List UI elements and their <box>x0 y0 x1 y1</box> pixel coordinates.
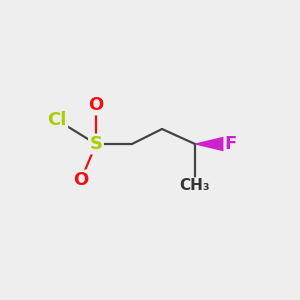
Text: O: O <box>74 171 88 189</box>
Text: S: S <box>89 135 103 153</box>
Text: F: F <box>225 135 237 153</box>
Polygon shape <box>196 137 224 151</box>
Text: O: O <box>88 96 104 114</box>
Text: Cl: Cl <box>47 111 67 129</box>
Text: CH₃: CH₃ <box>180 178 210 194</box>
